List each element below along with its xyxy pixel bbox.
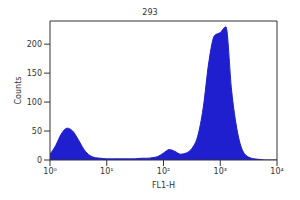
html-text:293: 293 — [142, 8, 158, 17]
svg-text:50: 50 — [32, 127, 42, 136]
svg-text:150: 150 — [27, 69, 42, 78]
svg-text:10²: 10² — [157, 167, 170, 176]
svg-text:FL1-H: FL1-H — [152, 181, 175, 190]
svg-text:200: 200 — [27, 40, 42, 49]
svg-text:100: 100 — [27, 98, 42, 107]
svg-text:10³: 10³ — [214, 167, 227, 176]
svg-text:10¹: 10¹ — [100, 167, 113, 176]
svg-text:0: 0 — [37, 156, 42, 165]
svg-text:Counts: Counts — [14, 77, 23, 105]
svg-text:10⁰: 10⁰ — [43, 167, 56, 176]
svg-text:10⁴: 10⁴ — [270, 167, 283, 176]
